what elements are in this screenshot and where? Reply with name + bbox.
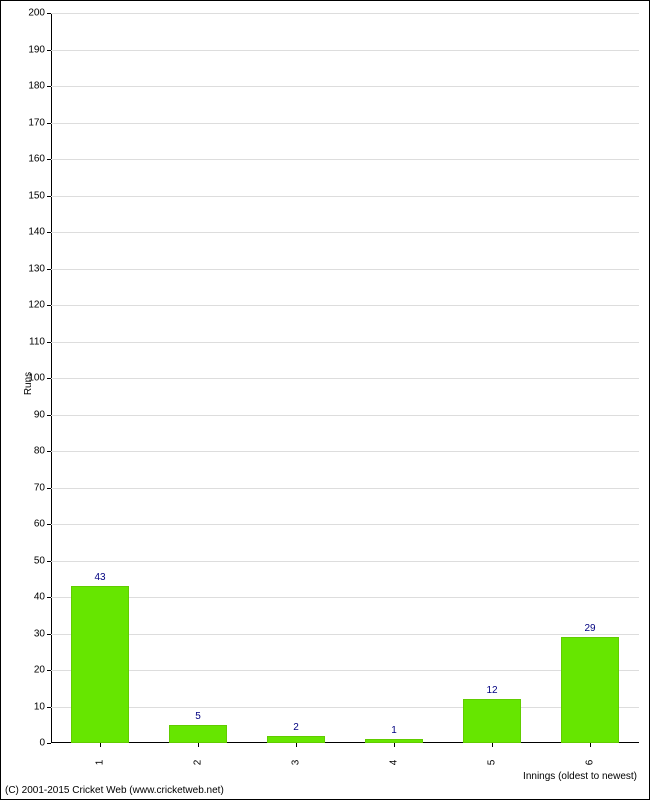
y-tick-label: 160 <box>28 154 45 165</box>
bar <box>463 699 522 743</box>
bar <box>71 586 130 743</box>
y-tick-label: 150 <box>28 190 45 201</box>
y-tick-label: 200 <box>28 8 45 19</box>
grid-line <box>51 232 639 233</box>
y-tick-label: 120 <box>28 300 45 311</box>
grid-line <box>51 451 639 452</box>
grid-line <box>51 707 639 708</box>
grid-line <box>51 50 639 51</box>
y-tick-label: 130 <box>28 263 45 274</box>
bar-value-label: 5 <box>195 711 201 722</box>
x-tick-label: 3 <box>291 760 302 766</box>
y-tick-label: 70 <box>34 482 45 493</box>
x-tick-label: 1 <box>95 760 106 766</box>
y-axis-title: Runs <box>23 372 34 395</box>
bar-value-label: 29 <box>584 623 595 634</box>
bar-value-label: 1 <box>391 725 397 736</box>
grid-line <box>51 86 639 87</box>
y-tick-label: 80 <box>34 446 45 457</box>
y-tick-label: 90 <box>34 409 45 420</box>
y-tick-label: 140 <box>28 227 45 238</box>
grid-line <box>51 123 639 124</box>
x-tick-label: 6 <box>585 760 596 766</box>
grid-line <box>51 159 639 160</box>
bar <box>267 736 326 743</box>
y-tick-label: 40 <box>34 592 45 603</box>
grid-line <box>51 196 639 197</box>
grid-line <box>51 634 639 635</box>
plot-area: 0102030405060708090100110120130140150160… <box>51 13 639 743</box>
bar-value-label: 12 <box>486 685 497 696</box>
grid-line <box>51 670 639 671</box>
y-tick-label: 0 <box>39 738 45 749</box>
bar-value-label: 43 <box>94 572 105 583</box>
grid-line <box>51 305 639 306</box>
x-tick-label: 5 <box>487 760 498 766</box>
copyright-text: (C) 2001-2015 Cricket Web (www.cricketwe… <box>5 785 224 796</box>
grid-line <box>51 561 639 562</box>
bar <box>365 739 424 743</box>
y-tick-label: 180 <box>28 81 45 92</box>
y-tick-label: 170 <box>28 117 45 128</box>
x-axis-title: Innings (oldest to newest) <box>523 771 637 782</box>
grid-line <box>51 13 639 14</box>
grid-line <box>51 597 639 598</box>
y-tick-label: 110 <box>29 336 45 347</box>
grid-line <box>51 415 639 416</box>
grid-line <box>51 378 639 379</box>
grid-line <box>51 269 639 270</box>
bar <box>169 725 228 743</box>
chart-container: 0102030405060708090100110120130140150160… <box>0 0 650 800</box>
y-tick-label: 10 <box>34 701 45 712</box>
x-tick-label: 2 <box>193 760 204 766</box>
grid-line <box>51 524 639 525</box>
grid-line <box>51 488 639 489</box>
bar <box>561 637 620 743</box>
y-tick-label: 190 <box>28 44 45 55</box>
y-tick-label: 60 <box>34 519 45 530</box>
y-tick-label: 20 <box>34 665 45 676</box>
y-tick-label: 30 <box>34 628 45 639</box>
bar-value-label: 2 <box>293 722 299 733</box>
x-tick-label: 4 <box>389 760 400 766</box>
y-tick-label: 50 <box>34 555 45 566</box>
grid-line <box>51 342 639 343</box>
